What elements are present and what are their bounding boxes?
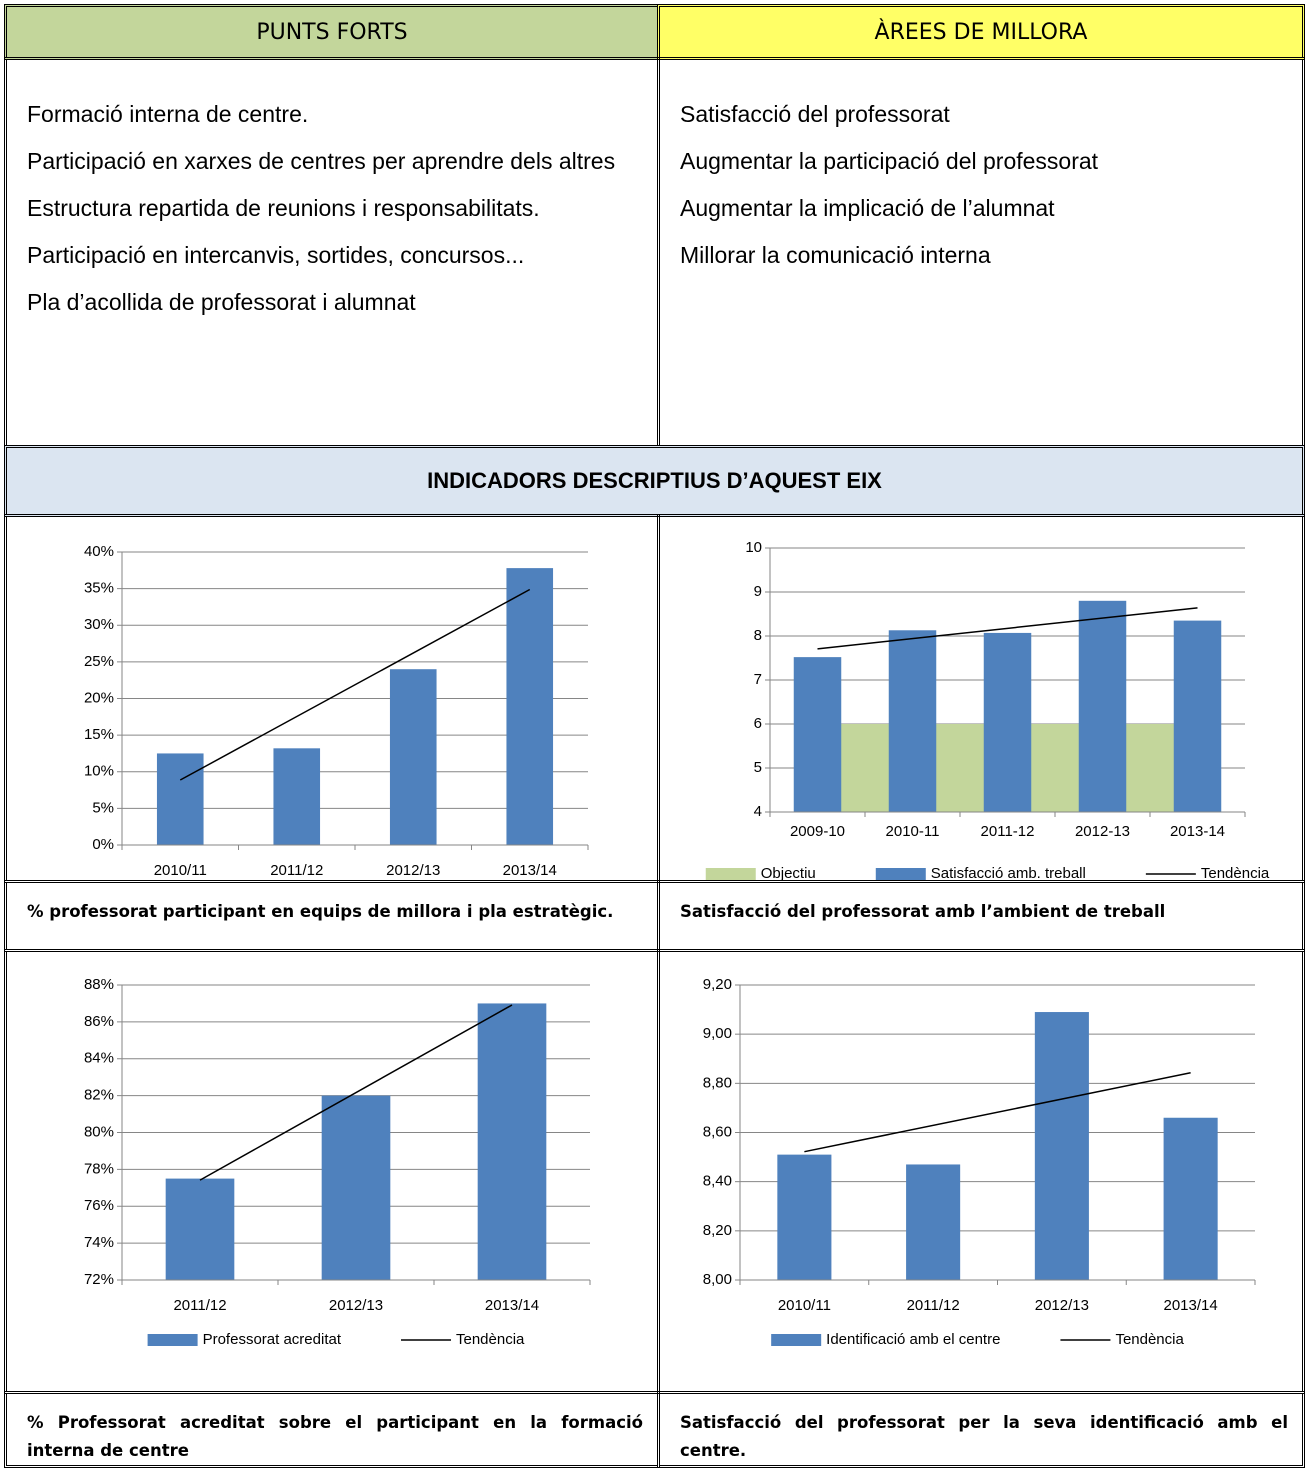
x-tick-label: 2011/12 <box>173 1297 226 1314</box>
y-tick-label: 74% <box>84 1234 114 1251</box>
y-tick-label: 8,60 <box>703 1123 732 1140</box>
bar <box>506 568 554 845</box>
y-tick-label: 8 <box>754 627 762 644</box>
punts-forts-list: Formació interna de centre. Participació … <box>4 57 660 448</box>
y-tick-label: 5% <box>92 799 114 816</box>
legend-label: Tendència <box>1201 865 1270 882</box>
y-tick-label: 25% <box>84 653 114 670</box>
bar <box>1173 620 1222 812</box>
x-tick-label: 2013/14 <box>485 1297 539 1314</box>
y-tick-label: 40% <box>84 543 114 560</box>
x-tick-label: 2013-14 <box>1170 823 1225 840</box>
bar <box>888 630 937 812</box>
y-tick-label: 10% <box>84 763 114 780</box>
bar <box>983 632 1032 812</box>
y-tick-label: 6 <box>754 715 762 732</box>
y-tick-label: 84% <box>84 1050 114 1067</box>
legend-swatch <box>705 868 756 880</box>
y-tick-label: 8,20 <box>703 1222 732 1239</box>
y-tick-label: 4 <box>754 803 762 820</box>
list-item: Augmentar la implicació de l’alumnat <box>680 195 1055 221</box>
punts-forts-header: PUNTS FORTS <box>4 4 660 60</box>
y-tick-label: 78% <box>84 1160 114 1177</box>
list-item: Estructura repartida de reunions i respo… <box>27 195 540 221</box>
bar <box>389 669 437 845</box>
y-tick-label: 0% <box>92 836 114 853</box>
y-tick-label: 9,20 <box>703 976 732 993</box>
bar <box>1034 1012 1089 1280</box>
y-tick-label: 7 <box>754 671 762 688</box>
trend-line <box>179 588 531 781</box>
list-item: Formació interna de centre. <box>27 101 309 127</box>
bar <box>906 1164 961 1280</box>
y-tick-label: 8,40 <box>703 1173 732 1190</box>
y-tick-label: 80% <box>84 1123 114 1140</box>
list-item: Satisfacció del professorat <box>680 101 950 127</box>
bar <box>793 657 842 812</box>
x-tick-label: 2011/12 <box>270 862 323 879</box>
x-tick-label: 2010/11 <box>154 862 207 879</box>
y-tick-label: 20% <box>84 689 114 706</box>
y-tick-label: 88% <box>84 976 114 993</box>
bar <box>777 1154 832 1280</box>
bar <box>165 1178 235 1280</box>
legend-swatch <box>147 1334 198 1346</box>
x-tick-label: 2009-10 <box>790 823 845 840</box>
x-tick-label: 2011/12 <box>907 1297 960 1314</box>
y-tick-label: 15% <box>84 726 114 743</box>
bar <box>321 1095 391 1280</box>
y-tick-label: 72% <box>84 1271 114 1288</box>
x-tick-label: 2013/14 <box>503 862 557 879</box>
y-tick-label: 8,00 <box>703 1271 732 1288</box>
legend-label: Objectiu <box>761 865 816 882</box>
trend-line <box>199 1004 513 1181</box>
x-tick-label: 2013/14 <box>1164 1297 1218 1314</box>
legend-label: Tendència <box>1115 1331 1184 1348</box>
y-tick-label: 9 <box>754 583 762 600</box>
list-item: Millorar la comunicació interna <box>680 242 991 268</box>
arees-list: Satisfacció del professorat Augmentar la … <box>657 57 1305 448</box>
list-item: Augmentar la participació del professora… <box>680 148 1099 174</box>
legend-swatch <box>875 868 926 880</box>
x-tick-label: 2011-12 <box>981 823 1035 840</box>
legend-label: Professorat acreditat <box>203 1331 342 1348</box>
indicadors-title: INDICADORS DESCRIPTIUS D’AQUEST EIX <box>4 445 1305 517</box>
y-tick-label: 8,80 <box>703 1074 732 1091</box>
bar <box>477 1003 547 1280</box>
legend-label: Identificació amb el centre <box>826 1331 1000 1348</box>
legend-swatch <box>771 1334 822 1346</box>
x-tick-label: 2012/13 <box>386 862 440 879</box>
y-tick-label: 9,00 <box>703 1025 732 1042</box>
bar <box>1163 1117 1218 1280</box>
x-tick-label: 2010/11 <box>778 1297 831 1314</box>
x-tick-label: 2012/13 <box>1035 1297 1089 1314</box>
x-tick-label: 2012-13 <box>1075 823 1130 840</box>
y-tick-label: 30% <box>84 616 114 633</box>
x-tick-label: 2012/13 <box>329 1297 383 1314</box>
caption: % Professorat acreditat sobre el partici… <box>4 1391 660 1468</box>
bar <box>156 753 204 845</box>
bar <box>273 748 321 845</box>
trend-line <box>804 1072 1191 1153</box>
y-tick-label: 35% <box>84 580 114 597</box>
legend-label: Satisfacció amb. treball <box>931 865 1086 882</box>
bar <box>1078 600 1127 812</box>
y-tick-label: 76% <box>84 1197 114 1214</box>
list-item: Participació en xarxes de centres per ap… <box>27 148 616 174</box>
x-tick-label: 2010-11 <box>886 823 940 840</box>
y-tick-label: 82% <box>84 1087 114 1104</box>
trend-line <box>817 607 1198 650</box>
y-tick-label: 10 <box>745 539 762 556</box>
list-item: Participació en intercanvis, sortides, c… <box>27 242 525 268</box>
list-item: Pla d’acollida de professorat i alumnat <box>27 289 416 315</box>
caption: Satisfacció del professorat per la seva … <box>657 1391 1305 1468</box>
y-tick-label: 5 <box>754 759 762 776</box>
y-tick-label: 86% <box>84 1013 114 1030</box>
legend-label: Tendència <box>456 1331 525 1348</box>
